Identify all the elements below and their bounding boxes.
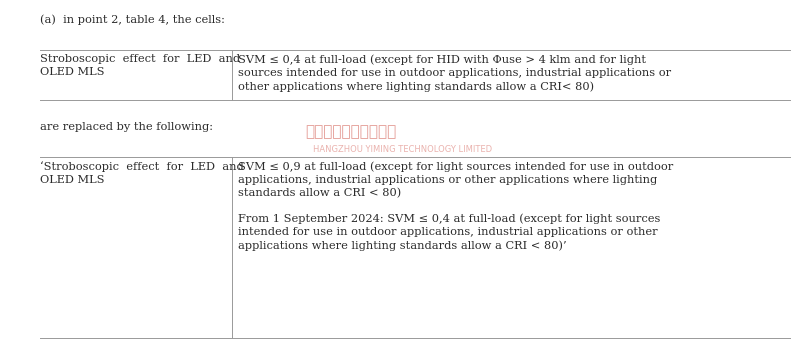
Text: (a)  in point 2, table 4, the cells:: (a) in point 2, table 4, the cells: <box>40 14 225 25</box>
Text: 杭州翡明科技有限公司: 杭州翡明科技有限公司 <box>305 124 395 139</box>
Text: HANGZHOU YIMING TECHNOLOGY LIMITED: HANGZHOU YIMING TECHNOLOGY LIMITED <box>313 145 492 154</box>
Text: SVM ≤ 0,9 at full-load (except for light sources intended for use in outdoor
app: SVM ≤ 0,9 at full-load (except for light… <box>237 161 672 199</box>
Text: Stroboscopic  effect  for  LED  and
OLED MLS: Stroboscopic effect for LED and OLED MLS <box>40 54 240 77</box>
Text: From 1 September 2024: SVM ≤ 0,4 at full-load (except for light sources
intended: From 1 September 2024: SVM ≤ 0,4 at full… <box>237 213 659 251</box>
Text: SVM ≤ 0,4 at full-load (except for HID with Φuse > 4 klm and for light
sources i: SVM ≤ 0,4 at full-load (except for HID w… <box>237 54 670 92</box>
Text: ‘Stroboscopic  effect  for  LED  and
OLED MLS: ‘Stroboscopic effect for LED and OLED ML… <box>40 161 244 185</box>
Text: are replaced by the following:: are replaced by the following: <box>40 122 213 132</box>
